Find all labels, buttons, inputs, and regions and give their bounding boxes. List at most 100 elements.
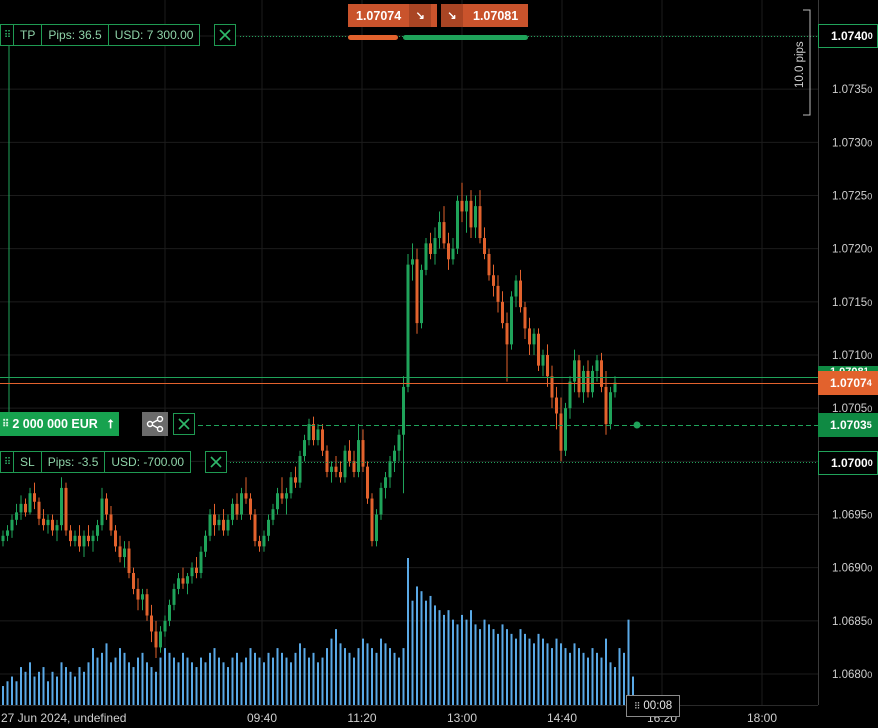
candle-body <box>379 487 383 515</box>
volume-bar <box>299 643 301 705</box>
candle-body <box>46 519 50 526</box>
sl-close-button[interactable] <box>205 451 227 473</box>
candle-body <box>10 519 14 531</box>
volume-bar <box>384 643 387 705</box>
sl-price-main: 1.0700 <box>831 456 868 470</box>
candle-body <box>15 512 18 520</box>
volume-bar <box>294 652 297 705</box>
candle-body <box>258 541 261 547</box>
candle-body <box>613 382 617 393</box>
candle-body <box>483 238 486 254</box>
candle-body <box>240 493 243 515</box>
price-tick-suffix: 0 <box>867 670 872 680</box>
volume-bar <box>20 667 22 705</box>
price-tick-label: 1.07300 <box>832 137 872 149</box>
tp-usd: USD: 7 300.00 <box>107 25 200 45</box>
time-tick-label: 09:40 <box>247 711 277 725</box>
volume-bar <box>366 643 369 705</box>
volume-bar <box>245 657 247 705</box>
volume-bar <box>159 657 162 705</box>
candle-body <box>451 248 455 260</box>
volume-bar <box>573 643 576 705</box>
stop-loss-order[interactable]: ⠿ SL Pips: -3.5 USD: -700.00 <box>0 451 192 473</box>
volume-bar <box>164 648 166 705</box>
volume-bar <box>240 662 243 705</box>
price-tick-suffix: 0 <box>867 511 872 521</box>
position-close-button[interactable] <box>173 413 195 435</box>
candle-body <box>456 200 459 249</box>
volume-bar <box>596 652 598 705</box>
drag-handle-icon[interactable]: ⠿ <box>3 456 11 468</box>
volume-bar <box>510 633 513 705</box>
price-tick-suffix: 0 <box>867 298 872 308</box>
candle-body <box>91 535 95 542</box>
price-tick-label: 1.07250 <box>832 191 872 203</box>
volume-bar <box>600 657 603 705</box>
volume-bar <box>501 624 504 705</box>
volume-bar <box>321 657 324 705</box>
volume-bar <box>15 681 18 705</box>
tp-close-button[interactable] <box>214 24 236 46</box>
volume-bar <box>101 652 103 705</box>
candle-body <box>123 548 126 558</box>
volume-bar <box>47 681 49 705</box>
drag-handle-icon[interactable]: ⠿ <box>2 418 9 430</box>
drag-handle-icon[interactable]: ⠿ <box>3 29 11 41</box>
sell-quote-button[interactable]: 1.07074 ↘ <box>348 4 437 27</box>
candle-body <box>249 498 252 515</box>
volume-bar <box>627 619 630 705</box>
take-profit-order[interactable]: ⠿ TP Pips: 36.5 USD: 7 300.00 <box>0 24 201 46</box>
price-tick-label: 1.06800 <box>832 669 872 681</box>
volume-bar <box>330 638 333 705</box>
sl-label: SL <box>13 452 41 472</box>
volume-bar <box>281 652 283 705</box>
share-button[interactable] <box>142 412 168 436</box>
countdown-text: 00:08 <box>643 700 673 712</box>
candle-body <box>141 594 144 600</box>
volume-bar <box>267 652 270 705</box>
buy-quote-button[interactable]: ↘ 1.07081 <box>441 4 528 27</box>
candle-body <box>415 259 419 324</box>
volume-bar <box>551 648 553 705</box>
volume-bar <box>11 676 13 705</box>
price-tick-suffix: 0 <box>867 192 872 202</box>
volume-bar <box>42 667 45 705</box>
close-icon <box>219 29 231 41</box>
volume-bar <box>56 676 58 705</box>
candle-body <box>343 450 347 478</box>
candle-body <box>82 535 86 547</box>
entry-price-tag[interactable]: 1.0703 5 <box>818 413 878 437</box>
candle-body <box>132 572 135 589</box>
sl-price-tag[interactable]: 1.0700 0 <box>818 451 878 475</box>
volume-bar <box>434 605 436 705</box>
volume-bar <box>200 657 202 705</box>
volume-bar <box>429 595 432 705</box>
volume-bar <box>335 629 337 705</box>
volume-bar <box>560 643 562 705</box>
volume-bar <box>452 619 454 705</box>
candle-body <box>357 440 360 472</box>
volume-bar <box>177 662 180 705</box>
time-tick-label: 18:00 <box>747 711 777 725</box>
volume-bar <box>456 624 459 705</box>
candle-body <box>420 269 423 324</box>
price-tick-label: 1.07150 <box>832 297 872 309</box>
candle-body <box>555 397 558 414</box>
price-tick-suffix: 0 <box>867 617 872 627</box>
volume-bar <box>614 667 616 705</box>
time-tick-label: 13:00 <box>447 711 477 725</box>
price-axis[interactable]: 1.074001.073501.073001.072501.072001.071… <box>832 31 872 681</box>
volume-bar <box>618 648 621 705</box>
candle-body <box>190 567 194 577</box>
volume-bar <box>537 633 540 705</box>
candle-body <box>469 200 473 228</box>
tp-price-tag[interactable]: 1.0740 0 <box>818 24 878 48</box>
candle-body <box>69 530 72 542</box>
candle-body <box>604 386 608 425</box>
candle-body <box>370 498 374 542</box>
position-order[interactable]: ⠿ 2 000 000 EUR ⭡ <box>0 412 120 436</box>
candle-body <box>172 588 176 605</box>
candle-body <box>19 503 23 513</box>
volume-bar <box>186 657 189 705</box>
